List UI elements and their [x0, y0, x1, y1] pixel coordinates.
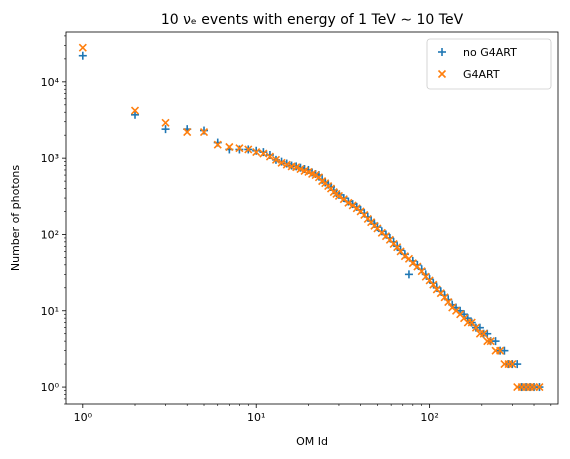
plot-area: [78, 43, 544, 392]
y-tick-label: 10⁰: [41, 381, 60, 394]
data-point: [296, 163, 305, 172]
y-tick-label: 10³: [41, 152, 59, 165]
data-point: [400, 252, 409, 261]
data-point: [200, 126, 209, 135]
data-point: [259, 149, 268, 158]
data-point: [296, 164, 305, 174]
data-point: [161, 118, 170, 127]
series-no-g4art: [78, 51, 544, 392]
data-point: [130, 106, 140, 115]
data-point: [491, 337, 500, 346]
data-point: [444, 298, 453, 307]
data-point: [252, 146, 261, 155]
data-point: [508, 360, 517, 369]
data-point: [344, 198, 353, 207]
data-point: [334, 191, 344, 200]
legend: no G4ART G4ART: [426, 38, 552, 90]
data-point: [78, 51, 87, 60]
y-tick-label: 10²: [41, 228, 59, 241]
data-point: [244, 145, 253, 154]
data-point: [460, 310, 469, 319]
data-point: [479, 329, 488, 338]
data-point: [513, 360, 522, 369]
data-point: [183, 127, 192, 137]
data-point: [429, 280, 438, 289]
legend-marker: [438, 48, 446, 56]
data-point: [535, 383, 544, 392]
data-point: [199, 127, 209, 137]
legend-marker: [437, 69, 447, 79]
y-tick-label: 10¹: [41, 305, 59, 318]
x-tick-label: 10¹: [247, 411, 265, 424]
data-point: [475, 323, 484, 332]
data-point: [235, 145, 244, 154]
data-point: [277, 158, 286, 167]
legend-box: [426, 38, 552, 90]
plot-frame: [65, 31, 559, 405]
data-point: [292, 163, 301, 172]
data-point: [496, 346, 505, 355]
data-point: [225, 142, 234, 152]
data-point: [417, 267, 426, 276]
data-point: [500, 346, 509, 355]
x-tick-label: 10⁰: [74, 411, 93, 424]
data-point: [131, 110, 140, 119]
data-point: [282, 160, 291, 169]
data-point: [471, 323, 481, 332]
y-axis: 10⁰ 10¹ 10² 10³ 10⁴: [41, 35, 66, 405]
x-tick-label: 10²: [420, 411, 438, 424]
x-axis: 10⁰ 10¹ 10²: [74, 404, 552, 424]
chart-title: 10 νₑ events with energy of 1 TeV ∼ 10 T…: [161, 12, 464, 28]
data-point: [161, 125, 170, 134]
y-axis-label: Number of photons: [9, 165, 22, 271]
legend-label: no G4ART: [463, 46, 517, 59]
series-g4art: [78, 43, 544, 392]
data-point: [348, 201, 357, 210]
data-point: [486, 337, 495, 346]
data-point: [235, 144, 244, 153]
data-point: [259, 148, 268, 157]
data-point: [213, 140, 222, 149]
y-tick-label: 10⁴: [41, 76, 60, 89]
data-point: [78, 43, 87, 52]
data-point: [265, 152, 275, 161]
data-point: [271, 155, 281, 164]
x-axis-label: OM Id: [296, 435, 328, 448]
data-point: [408, 259, 417, 268]
data-point: [483, 337, 492, 346]
data-point: [404, 270, 413, 279]
legend-label: G4ART: [463, 68, 500, 81]
data-point: [252, 148, 261, 157]
